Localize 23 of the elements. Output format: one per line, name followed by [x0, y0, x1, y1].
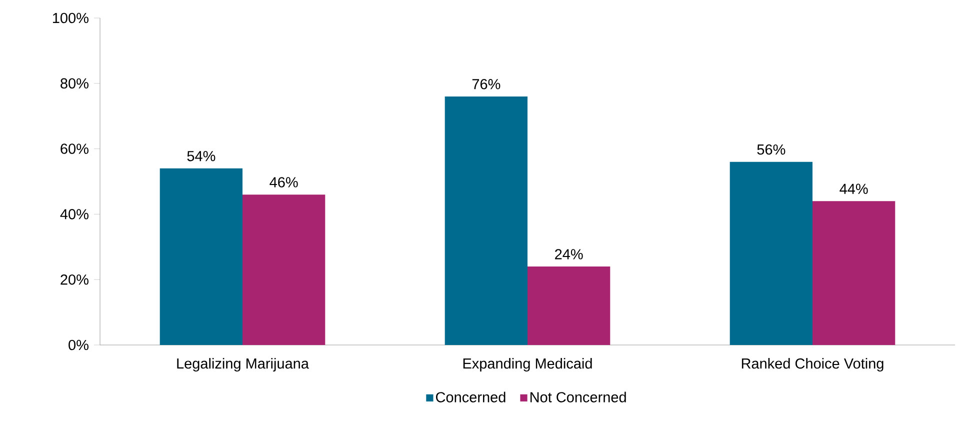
y-tick-label: 80% — [60, 78, 88, 89]
bar — [160, 168, 243, 345]
data-label: 76% — [472, 78, 500, 90]
bar — [242, 194, 326, 345]
legend-label: Not Concerned — [530, 392, 626, 402]
x-tick-label: Legalizing Marijuana — [177, 358, 309, 372]
data-label: 54% — [187, 151, 216, 162]
bar — [528, 266, 610, 345]
y-tick-label: 20% — [60, 274, 88, 285]
y-tick-label: 60% — [60, 144, 88, 154]
y-tick-label: 100% — [52, 12, 88, 24]
bar — [444, 96, 528, 345]
data-label: 46% — [270, 177, 298, 188]
x-tick-label: Ranked Choice Voting — [742, 358, 884, 372]
legend-label: Concerned — [436, 392, 506, 402]
y-tick-label: 40% — [60, 209, 88, 220]
data-label: 24% — [555, 249, 583, 260]
y-tick-label: 0% — [68, 340, 88, 350]
data-label: 56% — [757, 144, 786, 155]
bar — [812, 201, 896, 345]
bar — [730, 162, 812, 345]
x-tick-label: Expanding Medicaid — [463, 358, 592, 372]
data-label: 44% — [840, 184, 868, 194]
